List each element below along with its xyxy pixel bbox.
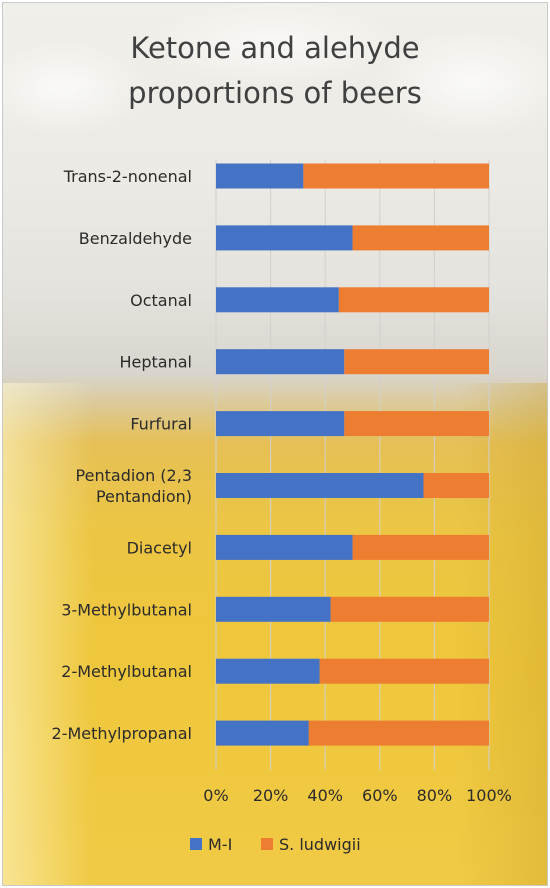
x-tick-label: 80%	[417, 786, 453, 805]
bar-s-ludwigii	[338, 287, 489, 313]
bar-m-i	[216, 225, 353, 251]
x-tick-label: 100%	[466, 786, 512, 805]
x-tick-label: 20%	[253, 786, 289, 805]
category-label: Trans-2-nonenal	[63, 167, 192, 186]
chart-title-line-1: Ketone and alehyde	[130, 31, 419, 65]
category-label: 2-Methylpropanal	[52, 724, 192, 743]
bar-m-i	[216, 473, 424, 498]
legend-swatch	[261, 838, 273, 850]
bar-s-ludwigii	[352, 225, 489, 251]
bar-s-ludwigii	[319, 658, 489, 684]
category-labels: Trans-2-nonenal Benzaldehyde Octanal Heptan…	[52, 167, 192, 743]
bar-s-ludwigii	[344, 349, 489, 375]
bar-m-i	[216, 534, 353, 560]
glass-highlight-left	[3, 383, 93, 885]
bar-m-i	[216, 411, 345, 437]
category-label: Heptanal	[120, 353, 193, 372]
chart-title-line-2: proportions of beers	[128, 76, 422, 110]
x-tick-label: 60%	[362, 786, 398, 805]
legend-label: M-I	[208, 835, 232, 854]
glass-shade-right	[457, 383, 547, 885]
bar-s-ludwigii	[344, 411, 489, 437]
x-axis-ticks: 0% 20% 40% 60% 80% 100%	[203, 786, 512, 805]
chart-title: Ketone and alehyde proportions of beers	[128, 31, 422, 110]
category-label: 2-Methylbutanal	[61, 662, 192, 681]
category-label: Benzaldehyde	[79, 229, 192, 248]
legend-label: S. ludwigii	[279, 835, 361, 854]
legend: M-I S. ludwigii	[190, 835, 361, 854]
legend-swatch	[190, 838, 202, 850]
bar-m-i	[216, 287, 339, 313]
bar-s-ludwigii	[330, 596, 489, 622]
bar-s-ludwigii	[423, 473, 489, 498]
bars	[216, 163, 489, 746]
x-tick-label: 40%	[307, 786, 343, 805]
category-label: Pentadion (2,3	[76, 466, 192, 485]
category-label: Octanal	[130, 291, 192, 310]
bar-m-i	[216, 349, 345, 375]
bar-m-i	[216, 596, 331, 622]
category-label: Pentandion)	[96, 487, 192, 506]
category-label: Furfural	[130, 415, 192, 434]
bar-m-i	[216, 163, 304, 189]
bar-m-i	[216, 720, 309, 746]
bar-m-i	[216, 658, 320, 684]
category-label: 3-Methylbutanal	[61, 600, 192, 619]
x-tick-label: 0%	[203, 786, 228, 805]
bar-s-ludwigii	[303, 163, 489, 189]
bar-s-ludwigii	[308, 720, 489, 746]
bar-s-ludwigii	[352, 534, 489, 560]
category-label: Diacetyl	[127, 538, 192, 557]
